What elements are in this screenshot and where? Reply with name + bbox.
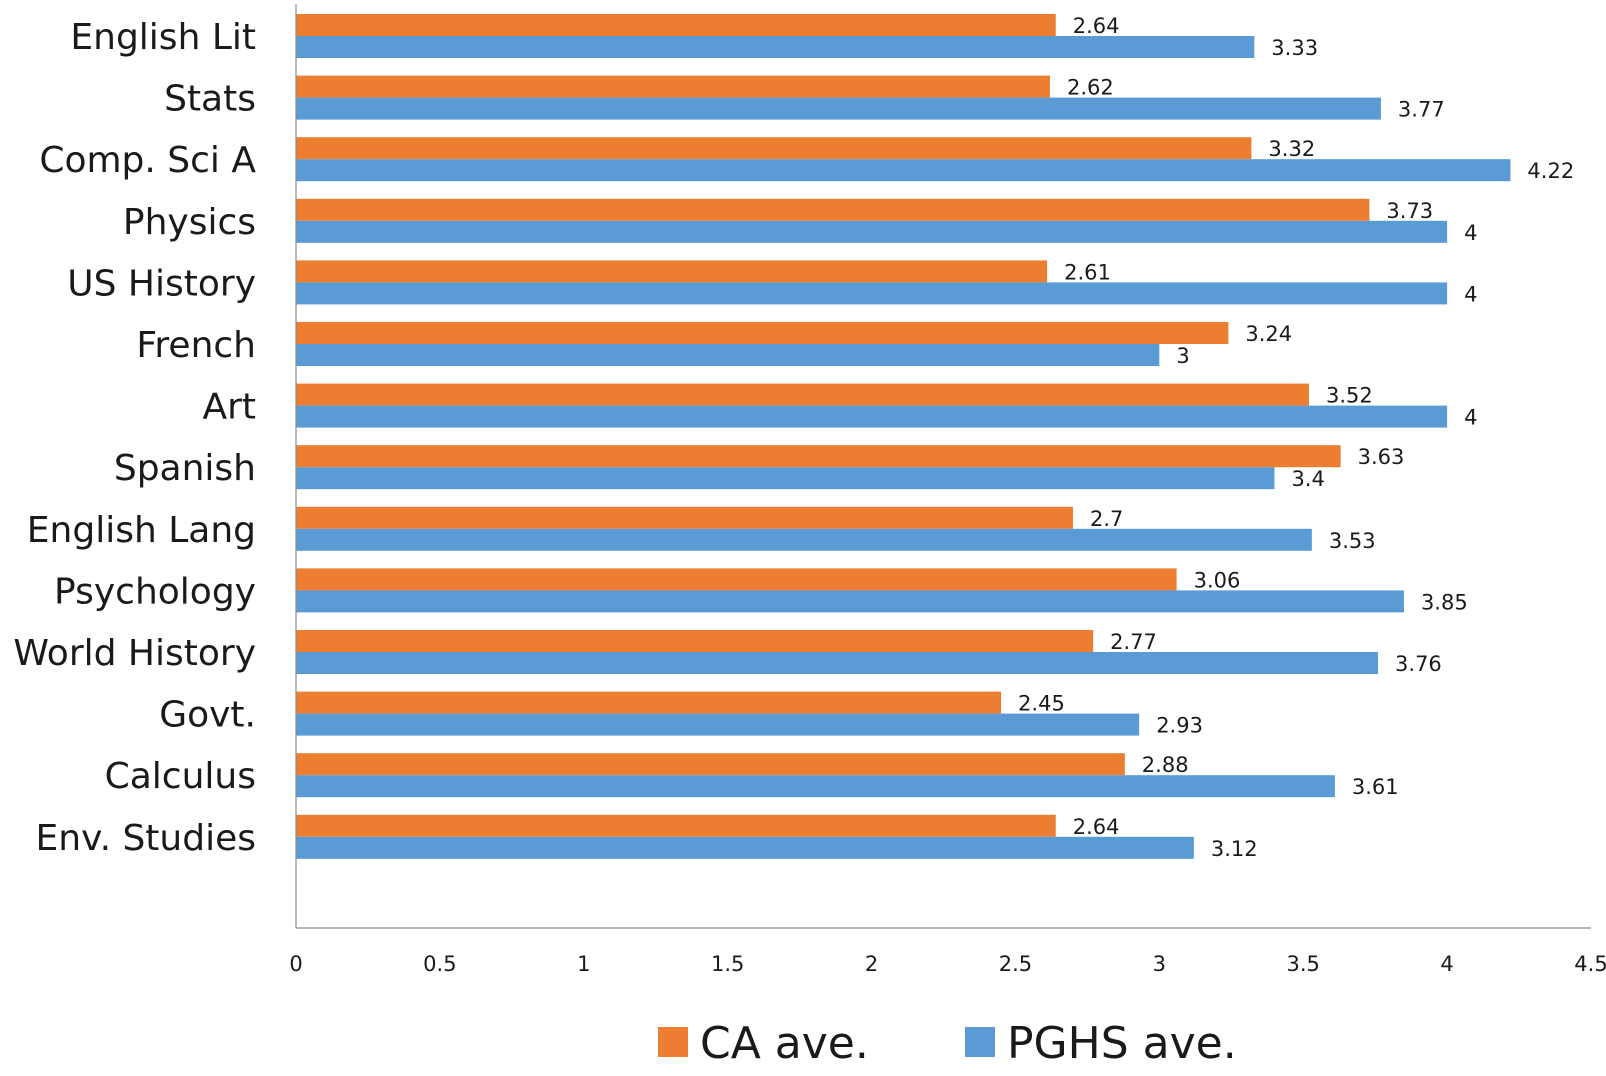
category-label: Stats [164, 79, 256, 120]
x-tick-label: 4.5 [1574, 952, 1606, 976]
bar-ca-ave [296, 137, 1252, 160]
data-label-ca-ave: 2.88 [1142, 753, 1189, 777]
data-label-ca-ave: 2.64 [1073, 14, 1120, 38]
data-label-pghs-ave: 3.12 [1211, 837, 1258, 861]
bar-pghs-ave [296, 97, 1381, 120]
bar-pghs-ave [296, 36, 1255, 58]
bar-pghs-ave [296, 836, 1194, 859]
category-label: World History [13, 633, 256, 674]
x-tick-label: 1 [577, 952, 590, 976]
bar-pghs-ave [296, 159, 1511, 182]
legend-label-pghs-ave: PGHS ave. [1007, 1018, 1237, 1069]
bar-pghs-ave [296, 220, 1448, 243]
data-label-ca-ave: 2.77 [1110, 630, 1157, 654]
bar-ca-ave [296, 75, 1050, 98]
data-label-ca-ave: 3.06 [1194, 568, 1241, 592]
data-label-ca-ave: 2.64 [1073, 815, 1120, 839]
category-label: English Lit [70, 17, 256, 58]
data-label-pghs-ave: 3.76 [1395, 652, 1442, 676]
data-label-pghs-ave: 3.53 [1329, 529, 1376, 553]
data-label-pghs-ave: 3 [1176, 344, 1189, 368]
bars-layer [296, 14, 1511, 859]
data-labels-layer: 2.64 3.33 2.62 3.77 3.32 4.22 3.73 4 2.61 4 3.24 3 3… [1018, 14, 1574, 861]
data-label-ca-ave: 2.62 [1067, 76, 1114, 100]
bar-pghs-ave [296, 344, 1160, 366]
x-tick-label: 0.5 [423, 952, 456, 976]
bar-ca-ave [296, 630, 1094, 652]
axis-layer: 0 0.5 1 1.5 2 2.5 3 3.5 4 4.5 [289, 4, 1606, 976]
data-label-pghs-ave: 3.85 [1421, 590, 1468, 614]
x-tick-label: 2.5 [999, 952, 1032, 976]
x-tick-label: 1.5 [711, 952, 744, 976]
data-label-pghs-ave: 4 [1464, 221, 1477, 245]
x-tick-label: 3 [1153, 952, 1166, 976]
bar-ca-ave [296, 322, 1229, 344]
bar-ca-ave [296, 383, 1309, 406]
data-label-pghs-ave: 3.33 [1271, 36, 1318, 60]
data-label-pghs-ave: 4.22 [1527, 159, 1574, 183]
data-label-pghs-ave: 4 [1464, 282, 1477, 306]
data-label-ca-ave: 3.63 [1358, 445, 1405, 469]
category-label: US History [67, 263, 256, 304]
legend-swatch-ca-ave [658, 1027, 688, 1057]
x-tick-label: 2 [865, 952, 878, 976]
bar-pghs-ave [296, 713, 1140, 736]
category-labels-layer: English Lit Stats Comp. Sci A Physics US His… [13, 17, 256, 859]
bar-pghs-ave [296, 528, 1312, 551]
category-label: English Lang [27, 510, 256, 551]
data-label-pghs-ave: 2.93 [1156, 714, 1203, 738]
data-label-ca-ave: 3.24 [1245, 322, 1292, 346]
bar-ca-ave [296, 14, 1056, 36]
legend: CA ave. PGHS ave. [658, 1018, 1237, 1069]
data-label-ca-ave: 3.73 [1386, 199, 1433, 223]
bar-ca-ave [296, 568, 1177, 591]
bar-pghs-ave [296, 405, 1448, 428]
category-label: French [136, 325, 256, 366]
bar-ca-ave [296, 691, 1002, 714]
legend-swatch-pghs-ave [965, 1027, 995, 1057]
x-tick-label: 4 [1440, 952, 1453, 976]
category-label: Psychology [54, 571, 256, 612]
bar-ca-ave [296, 753, 1125, 776]
bar-ca-ave [296, 260, 1048, 283]
bar-pghs-ave [296, 590, 1404, 613]
data-label-ca-ave: 2.7 [1090, 507, 1123, 531]
category-label: Comp. Sci A [39, 140, 256, 181]
legend-label-ca-ave: CA ave. [700, 1018, 869, 1069]
x-tick-label: 0 [289, 952, 302, 976]
bar-ca-ave [296, 506, 1073, 529]
bar-pghs-ave [296, 467, 1275, 490]
category-label: Physics [123, 202, 256, 243]
data-label-ca-ave: 3.52 [1326, 384, 1373, 408]
bar-ca-ave [296, 814, 1056, 837]
data-label-ca-ave: 2.61 [1064, 260, 1111, 284]
bar-pghs-ave [296, 652, 1379, 674]
category-label: Env. Studies [36, 818, 257, 859]
category-label: Govt. [159, 695, 256, 736]
data-label-ca-ave: 2.45 [1018, 692, 1065, 716]
data-label-pghs-ave: 3.61 [1352, 775, 1399, 799]
x-tick-label: 3.5 [1287, 952, 1320, 976]
data-label-pghs-ave: 3.77 [1398, 98, 1445, 122]
bar-pghs-ave [296, 775, 1335, 798]
bar-ca-ave [296, 198, 1370, 221]
data-label-pghs-ave: 4 [1464, 406, 1477, 430]
bar-pghs-ave [296, 282, 1448, 305]
category-label: Calculus [105, 756, 256, 797]
category-label: Spanish [114, 448, 256, 489]
data-label-pghs-ave: 3.4 [1291, 467, 1324, 491]
data-label-ca-ave: 3.32 [1268, 137, 1315, 161]
bar-ca-ave [296, 445, 1341, 468]
category-label: Art [202, 387, 256, 428]
